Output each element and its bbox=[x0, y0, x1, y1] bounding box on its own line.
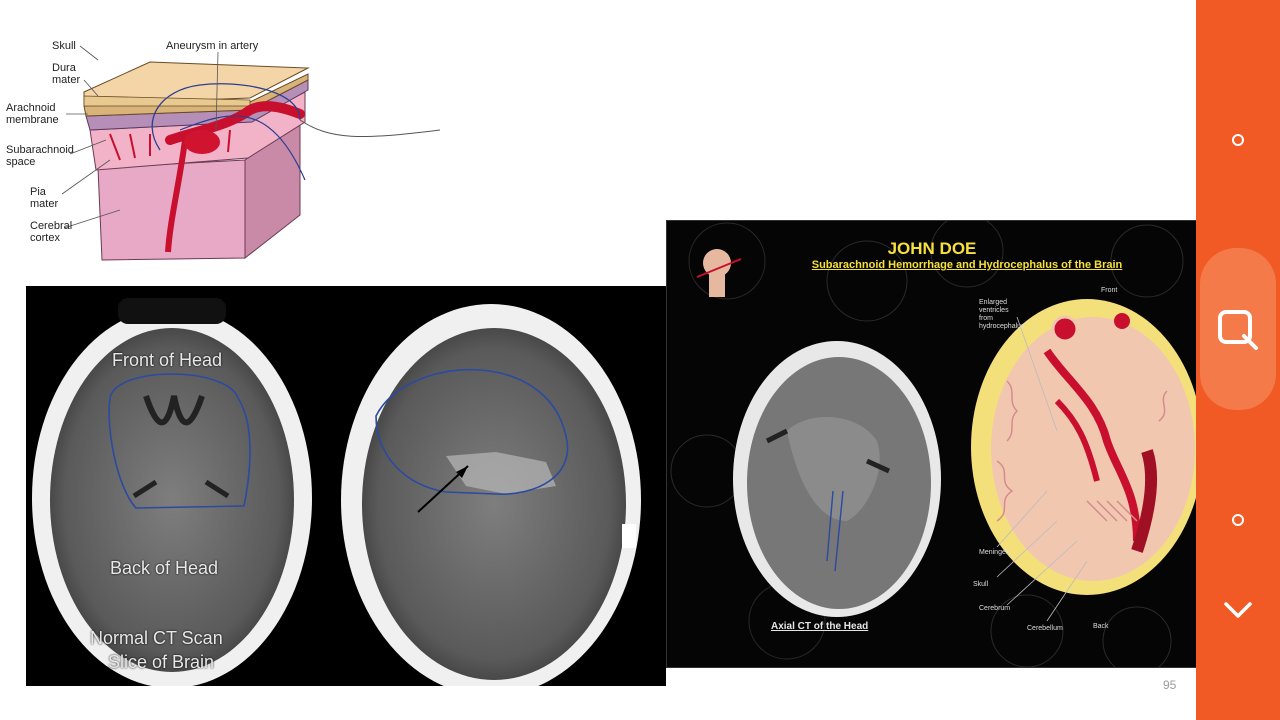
ct-caption-line1: Normal CT Scan bbox=[90, 628, 223, 648]
label-skull: Skull bbox=[973, 581, 989, 588]
label-front: Front bbox=[1101, 287, 1118, 294]
label-back: Back bbox=[1093, 623, 1109, 630]
ct-scan-panel: Front of Head Back of Head Normal CT Sca… bbox=[26, 286, 666, 686]
page-number: 95 bbox=[1163, 678, 1177, 692]
label-skull: Skull bbox=[52, 40, 76, 52]
ct-scan-images bbox=[32, 298, 641, 686]
collapse-button[interactable] bbox=[1196, 592, 1280, 628]
exhibit-caption: Axial CT of the Head bbox=[771, 621, 869, 632]
label-aneurysm: Aneurysm in artery bbox=[166, 40, 259, 52]
search-button[interactable] bbox=[1196, 300, 1280, 360]
label-dura-mater: Dura mater bbox=[52, 62, 81, 86]
side-toolbar bbox=[1196, 0, 1280, 720]
search-icon bbox=[1218, 310, 1258, 350]
exhibit-illustration bbox=[670, 221, 1197, 667]
patient-name: JOHN DOE bbox=[887, 239, 977, 258]
medical-exhibit: JOHN DOE Subarachnoid Hemorrhage and Hyd… bbox=[666, 220, 1198, 668]
back-of-head-label: Back of Head bbox=[110, 558, 219, 578]
label-cerebellum: Cerebellum bbox=[1027, 625, 1063, 632]
meninges-diagram: Skull Aneurysm in artery Dura mater Arac… bbox=[0, 30, 450, 270]
label-subarachnoid: Subarachnoid space bbox=[6, 144, 74, 168]
ct-caption-line2: Slice of Brain bbox=[108, 652, 215, 672]
meninges-illustration bbox=[61, 45, 441, 261]
toolbar-circle-button-bottom[interactable] bbox=[1196, 504, 1280, 536]
chevron-down-icon bbox=[1224, 602, 1252, 618]
label-cerebral-cortex: Cerebral cortex bbox=[30, 220, 73, 244]
front-of-head-label: Front of Head bbox=[112, 350, 223, 370]
label-enlarged-ventricles: Enlarged ventricles from hydrocephalus bbox=[979, 299, 1025, 330]
circle-icon bbox=[1232, 134, 1244, 146]
slide: Skull Aneurysm in artery Dura mater Arac… bbox=[0, 30, 1198, 692]
circle-icon bbox=[1232, 514, 1244, 526]
toolbar-highlight bbox=[1200, 248, 1276, 410]
label-meninges: Meninges bbox=[979, 549, 1010, 556]
label-arachnoid: Arachnoid membrane bbox=[6, 102, 59, 126]
toolbar-circle-button-top[interactable] bbox=[1196, 124, 1280, 156]
label-cerebrum: Cerebrum bbox=[979, 605, 1011, 612]
label-pia-mater: Pia mater bbox=[30, 186, 59, 210]
exhibit-subtitle: Subarachnoid Hemorrhage and Hydrocephalu… bbox=[811, 259, 1123, 271]
